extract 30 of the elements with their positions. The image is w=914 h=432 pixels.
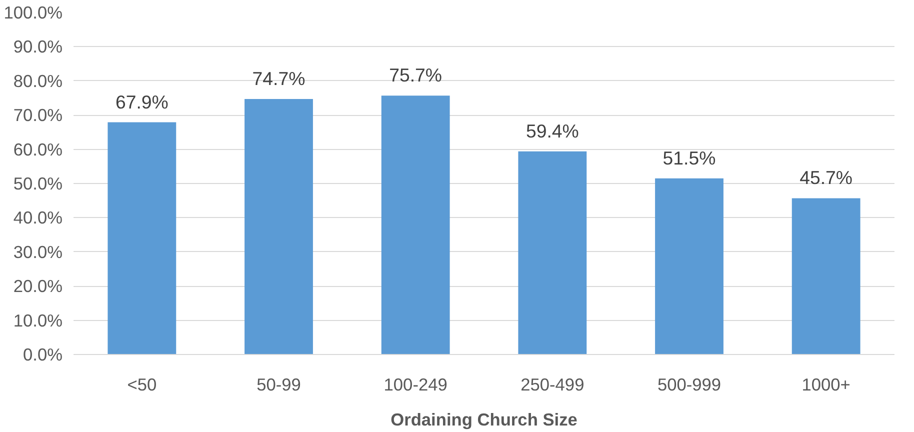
- bar: [792, 198, 860, 354]
- y-tick-label: 70.0%: [13, 105, 63, 126]
- data-label: 75.7%: [389, 64, 442, 86]
- y-tick-label: 10.0%: [13, 310, 63, 330]
- x-tick-label: 250-499: [520, 374, 584, 394]
- x-tick-label: 100-249: [384, 374, 448, 394]
- x-tick-label: 50-99: [256, 374, 301, 394]
- x-axis-title: Ordaining Church Size: [390, 410, 578, 430]
- y-tick-label: 90.0%: [13, 36, 63, 57]
- y-tick-label: 20.0%: [13, 276, 63, 296]
- y-tick-label: 80.0%: [13, 70, 63, 91]
- x-tick-label: 1000+: [802, 374, 850, 394]
- bar: [518, 151, 587, 354]
- bar: [108, 122, 176, 354]
- data-label: 59.4%: [526, 120, 579, 142]
- bar: [655, 178, 724, 354]
- y-tick-label: 0.0%: [23, 344, 63, 364]
- bar: [244, 99, 313, 354]
- x-tick-label: 500-999: [657, 374, 722, 394]
- data-label: 67.9%: [115, 91, 168, 112]
- y-tick-label: 40.0%: [13, 208, 63, 228]
- bar: [381, 96, 450, 354]
- data-label: 45.7%: [800, 167, 853, 188]
- y-tick-label: 50.0%: [13, 174, 63, 194]
- y-tick-label: 100.0%: [4, 2, 63, 22]
- x-tick-label: <50: [127, 374, 157, 394]
- data-label: 51.5%: [662, 147, 716, 168]
- data-label: 74.7%: [252, 68, 306, 90]
- y-tick-label: 60.0%: [13, 139, 63, 160]
- y-tick-label: 30.0%: [13, 242, 63, 262]
